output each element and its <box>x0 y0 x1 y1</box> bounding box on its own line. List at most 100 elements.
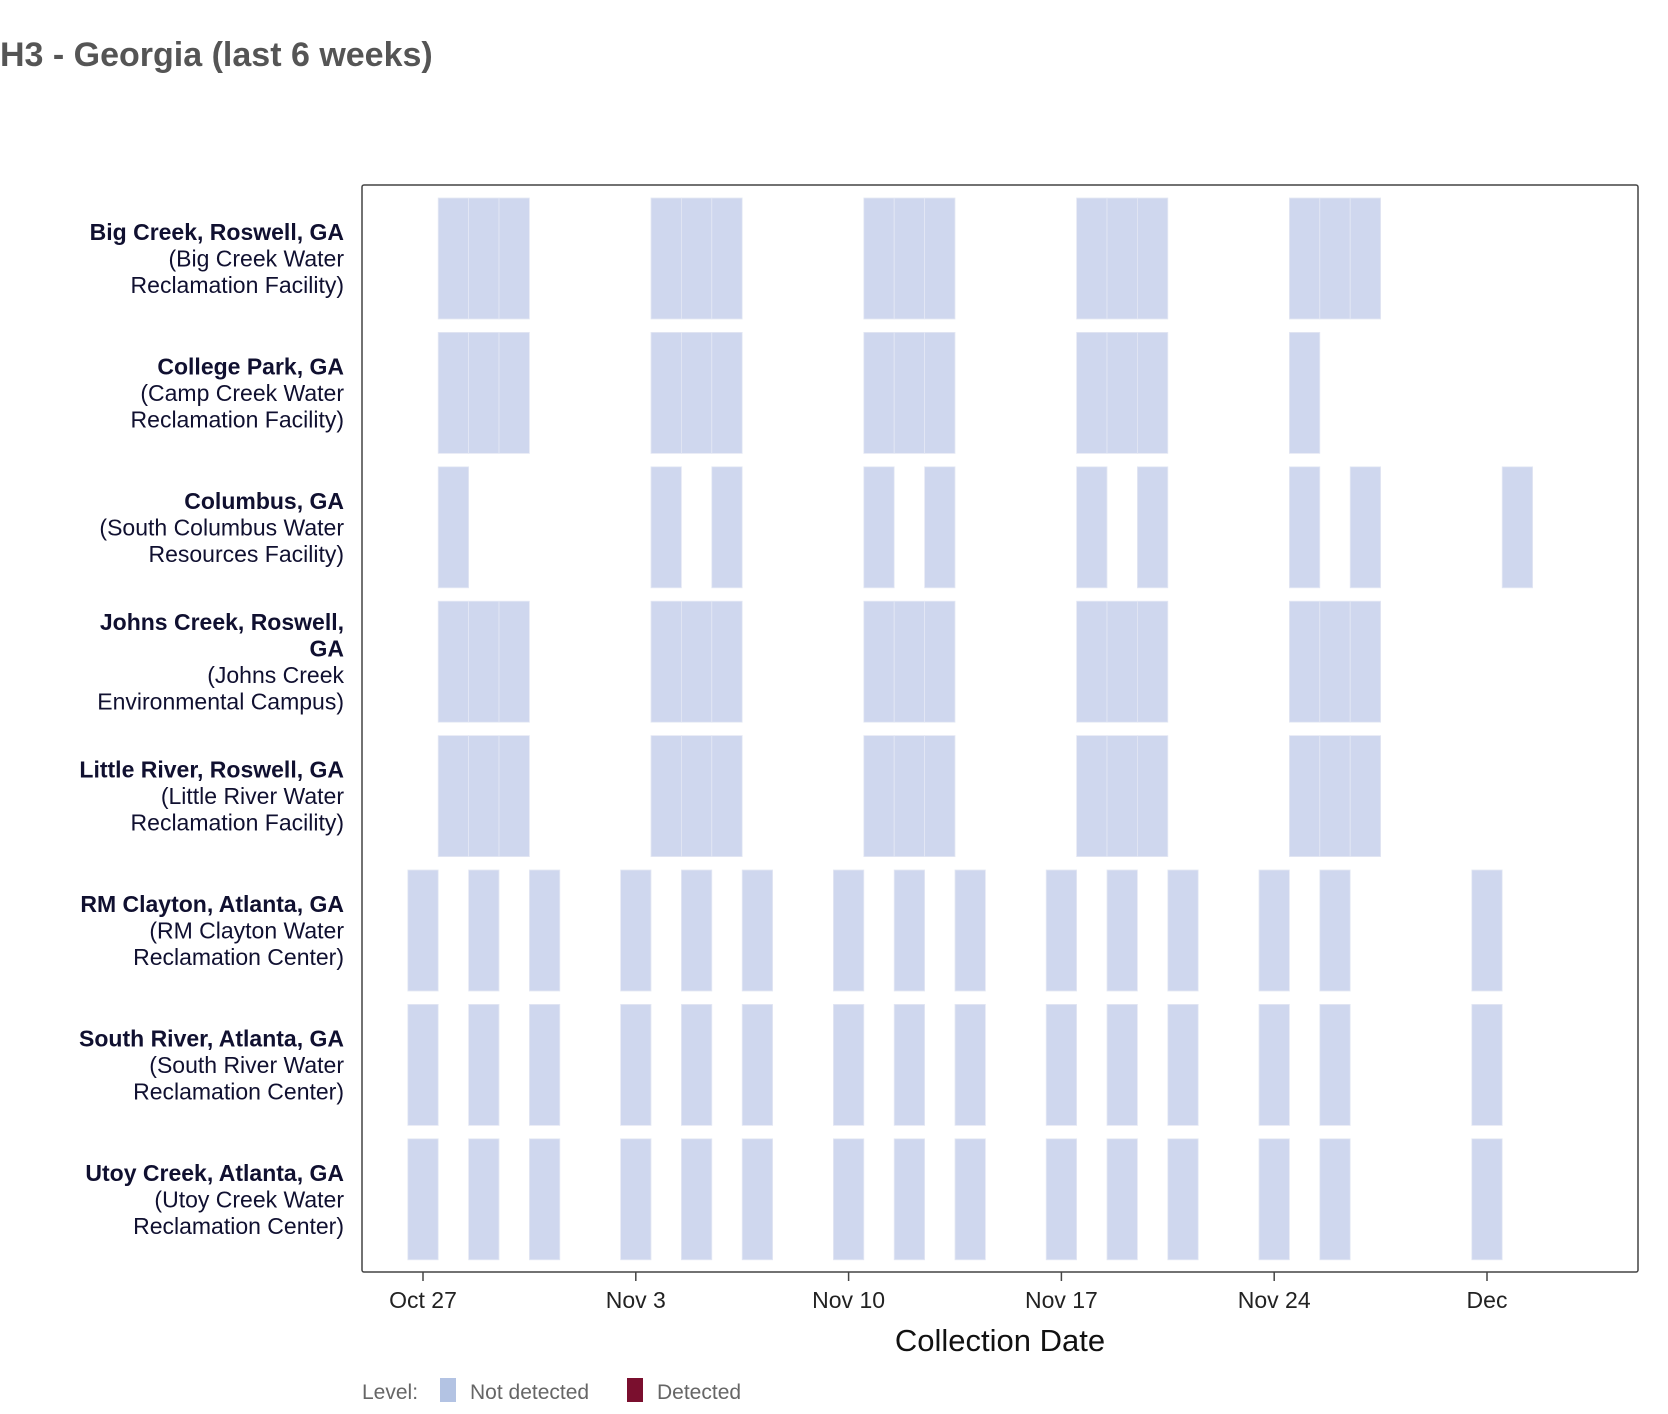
x-tick-label: Dec <box>1467 1287 1508 1313</box>
heatmap-cell <box>1137 331 1169 454</box>
heatmap-cell <box>681 1004 713 1126</box>
heatmap-cell <box>437 735 470 857</box>
heatmap-cell <box>1319 735 1351 857</box>
heatmap-cell <box>954 1004 986 1126</box>
heatmap-cell <box>1471 1004 1503 1126</box>
site-facility-label: Reclamation Facility) <box>131 810 344 836</box>
legend-label: Not detected <box>470 1381 589 1404</box>
heatmap-cell <box>529 1138 561 1261</box>
x-tick-label: Nov 17 <box>1025 1287 1098 1313</box>
heatmap-cell <box>468 735 500 857</box>
heatmap-cell <box>1076 331 1108 454</box>
cell-layer <box>407 197 1533 1261</box>
heatmap-cell <box>1106 197 1138 320</box>
heatmap-cell <box>620 1138 652 1261</box>
heatmap-cell <box>407 1004 439 1126</box>
heatmap-cell <box>1106 735 1138 857</box>
heatmap-cell <box>1349 197 1381 320</box>
heatmap-cell <box>437 197 470 320</box>
heatmap-cell <box>1167 1138 1199 1261</box>
site-facility-label: (RM Clayton Water <box>149 918 344 944</box>
heatmap-cell <box>1106 1138 1138 1261</box>
legend-label: Detected <box>657 1381 741 1404</box>
heatmap-cell <box>893 197 926 320</box>
heatmap-cell <box>893 1138 926 1261</box>
heatmap-cell <box>468 869 500 992</box>
site-facility-label: (Little River Water <box>161 783 345 809</box>
heatmap-cell <box>1076 600 1108 723</box>
heatmap-cell <box>893 735 926 857</box>
heatmap-cell <box>893 331 926 454</box>
site-name-label: College Park, GA <box>157 353 344 379</box>
site-name-label: Columbus, GA <box>184 488 344 514</box>
legend-swatch <box>440 1378 456 1402</box>
heatmap-cell <box>833 1138 865 1261</box>
site-facility-label: (South Columbus Water <box>99 514 344 540</box>
legend-title: Level: <box>362 1381 418 1404</box>
heatmap-cell <box>1349 466 1381 589</box>
heatmap-cell <box>1045 869 1077 992</box>
heatmap-cell <box>1167 869 1199 992</box>
heatmap-cell <box>1319 197 1351 320</box>
heatmap-cell <box>833 869 865 992</box>
heatmap-cell <box>468 331 500 454</box>
heatmap-cell <box>620 1004 652 1126</box>
heatmap-cell <box>863 197 895 320</box>
heatmap-cell <box>863 600 895 723</box>
heatmap-cell <box>1137 735 1169 857</box>
site-facility-label: (Camp Creek Water <box>140 380 344 406</box>
heatmap-cell <box>650 466 682 589</box>
site-name-label: Little River, Roswell, GA <box>79 757 344 783</box>
heatmap-cell <box>893 600 926 723</box>
heatmap-cell <box>1258 1004 1290 1126</box>
heatmap-cell <box>468 600 500 723</box>
legend-swatch <box>627 1378 643 1402</box>
heatmap-cell <box>954 869 986 992</box>
site-facility-label: (South River Water <box>149 1052 344 1078</box>
heatmap-cell <box>1289 331 1321 454</box>
heatmap-cell <box>1137 197 1169 320</box>
heatmap-cell <box>924 735 956 857</box>
heatmap-cell <box>1167 1004 1199 1126</box>
heatmap-cell <box>498 197 530 320</box>
heatmap-cell <box>1137 600 1169 723</box>
heatmap-cell <box>650 600 682 723</box>
site-name-label: RM Clayton, Atlanta, GA <box>80 891 344 917</box>
heatmap-cell <box>863 466 895 589</box>
site-name-label: Johns Creek, Roswell, <box>100 609 344 635</box>
heatmap-cell <box>650 735 682 857</box>
heatmap-cell <box>833 1004 865 1126</box>
heatmap-cell <box>741 1138 774 1261</box>
heatmap-cell <box>681 735 713 857</box>
x-axis: Oct 27 Nov 3 Nov 10 Nov 17 Nov 24 Dec <box>389 1272 1507 1313</box>
heatmap-cell <box>437 466 470 589</box>
site-facility-label: Reclamation Center) <box>133 1078 344 1104</box>
heatmap-cell <box>1106 869 1138 992</box>
site-facility-label: Reclamation Center) <box>133 1213 344 1239</box>
heatmap-cell <box>924 331 956 454</box>
heatmap-cell <box>1106 331 1138 454</box>
heatmap-cell <box>741 1004 774 1126</box>
heatmap-cell <box>468 1004 500 1126</box>
site-facility-label: Environmental Campus) <box>97 689 344 715</box>
site-facility-label: (Utoy Creek Water <box>154 1186 344 1212</box>
x-tick-label: Nov 3 <box>606 1287 666 1313</box>
heatmap-cell <box>1258 869 1290 992</box>
heatmap-cell <box>681 331 713 454</box>
y-axis-labels: Big Creek, Roswell, GA(Big Creek WaterRe… <box>79 219 344 1239</box>
heatmap-cell <box>711 197 743 320</box>
heatmap-cell <box>1471 869 1503 992</box>
site-facility-label: Reclamation Facility) <box>131 406 344 432</box>
heatmap-cell <box>498 600 530 723</box>
heatmap-cell <box>1106 1004 1138 1126</box>
site-name-label: GA <box>310 636 345 662</box>
heatmap-cell <box>681 1138 713 1261</box>
heatmap-cell <box>1349 735 1381 857</box>
heatmap-cell <box>1319 869 1351 992</box>
heatmap-cell <box>1289 466 1321 589</box>
heatmap-cell <box>1106 600 1138 723</box>
page-title: H3 - Georgia (last 6 weeks) <box>0 36 433 74</box>
heatmap-cell <box>437 331 470 454</box>
heatmap-cell <box>1045 1138 1077 1261</box>
